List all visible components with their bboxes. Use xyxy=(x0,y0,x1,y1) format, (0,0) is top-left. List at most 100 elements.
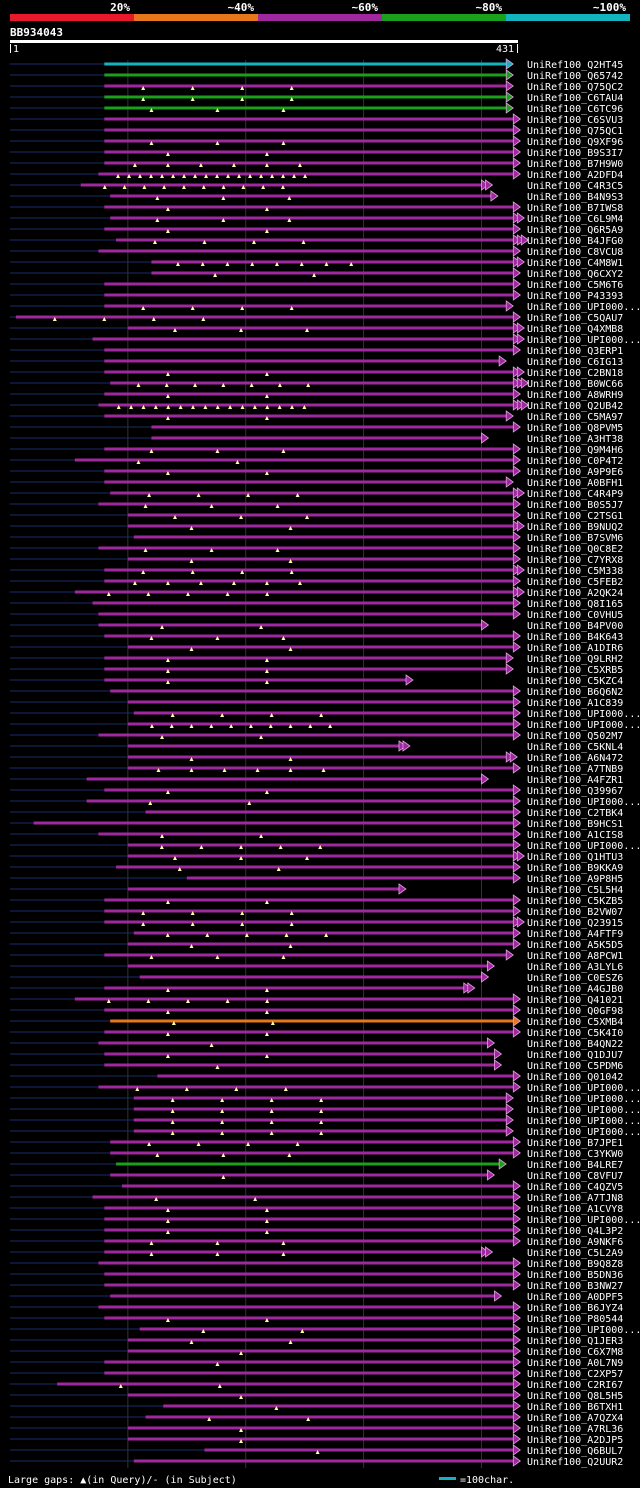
hit-label[interactable]: UniRef100_C4M8W1 xyxy=(527,258,623,269)
hit-label[interactable]: UniRef100_Q6BUL7 xyxy=(527,1446,623,1457)
hit-row[interactable]: UniRef100_A2QK24 xyxy=(10,586,623,599)
hit-row[interactable]: UniRef100_C0ESZ6 xyxy=(10,971,623,984)
hit-row[interactable]: UniRef100_C6TAU4 xyxy=(10,91,623,104)
hit-row[interactable]: UniRef100_B7JPE1 xyxy=(10,1136,623,1149)
hit-row[interactable]: UniRef100_C3YKW0 xyxy=(10,1147,623,1160)
hit-row[interactable]: UniRef100_Q41021 xyxy=(10,993,623,1006)
hit-label[interactable]: UniRef100_UPI000... xyxy=(527,1325,640,1336)
hit-row[interactable]: UniRef100_A0L7N9 xyxy=(10,1356,623,1369)
hit-label[interactable]: UniRef100_B7SVM6 xyxy=(527,533,623,544)
hit-label[interactable]: UniRef100_B9S3I7 xyxy=(527,148,623,159)
hit-label[interactable]: UniRef100_A4FZR1 xyxy=(527,775,623,786)
hit-row[interactable]: UniRef100_C5FEB2 xyxy=(10,575,623,588)
hit-row[interactable]: UniRef100_Q75QC1 xyxy=(10,124,623,137)
hit-row[interactable]: UniRef100_Q6BUL7 xyxy=(10,1444,623,1457)
hit-label[interactable]: UniRef100_Q2HT45 xyxy=(527,60,623,71)
hit-label[interactable]: UniRef100_A2DJP5 xyxy=(527,1435,623,1446)
hit-row[interactable]: UniRef100_Q9LRH2 xyxy=(10,652,623,665)
hit-row[interactable]: UniRef100_A1DIR6 xyxy=(10,641,623,654)
hit-label[interactable]: UniRef100_B4JFG0 xyxy=(527,236,623,247)
hit-label[interactable]: UniRef100_A4GJB0 xyxy=(527,984,623,995)
hit-row[interactable]: UniRef100_A1C839 xyxy=(10,696,623,709)
hit-row[interactable]: UniRef100_B0WC66 xyxy=(10,377,623,390)
hit-row[interactable]: UniRef100_Q1DJU7 xyxy=(10,1048,623,1061)
hit-label[interactable]: UniRef100_A0L7N9 xyxy=(527,1358,623,1369)
hit-row[interactable]: UniRef100_C5XRB5 xyxy=(10,663,623,676)
hit-row[interactable]: UniRef100_Q8I165 xyxy=(10,597,623,610)
hit-label[interactable]: UniRef100_B9NUQ2 xyxy=(527,522,623,533)
hit-label[interactable]: UniRef100_C5FEB2 xyxy=(527,577,623,588)
hit-row[interactable]: UniRef100_A9P8H5 xyxy=(10,872,623,885)
hit-row[interactable]: UniRef100_A3LYL6 xyxy=(10,960,623,973)
hit-label[interactable]: UniRef100_A7TNB9 xyxy=(527,764,623,775)
hit-row[interactable]: UniRef100_C5MA97 xyxy=(10,410,623,423)
hit-row[interactable]: UniRef100_Q65742 xyxy=(10,69,623,82)
hit-label[interactable]: UniRef100_A8WRH9 xyxy=(527,390,623,401)
hit-row[interactable]: UniRef100_Q2UUR2 xyxy=(10,1455,623,1468)
hit-row[interactable]: UniRef100_A9NKF6 xyxy=(10,1235,623,1248)
hit-row[interactable]: UniRef100_C2RI67 xyxy=(10,1378,623,1391)
hit-row[interactable]: UniRef100_B4QN22 xyxy=(10,1037,623,1050)
hit-label[interactable]: UniRef100_C4QZV5 xyxy=(527,1182,623,1193)
hit-row[interactable]: UniRef100_B9Q8Z8 xyxy=(10,1257,623,1270)
hit-label[interactable]: UniRef100_B0S5J7 xyxy=(527,500,623,511)
hit-row[interactable]: UniRef100_B3NW27 xyxy=(10,1279,623,1292)
hit-row[interactable]: UniRef100_A7TNB9 xyxy=(10,762,623,775)
hit-label[interactable]: UniRef100_B7IWS8 xyxy=(527,203,623,214)
hit-row[interactable]: UniRef100_C5L5H4 xyxy=(10,883,623,896)
hit-label[interactable]: UniRef100_B4QN22 xyxy=(527,1039,623,1050)
hit-label[interactable]: UniRef100_UPI000... xyxy=(527,709,640,720)
hit-label[interactable]: UniRef100_B9KKA9 xyxy=(527,863,623,874)
hit-label[interactable]: UniRef100_A9P8H5 xyxy=(527,874,623,885)
hit-label[interactable]: UniRef100_B0WC66 xyxy=(527,379,623,390)
hit-label[interactable]: UniRef100_UPI000... xyxy=(527,335,640,346)
hit-label[interactable]: UniRef100_B6JYZ4 xyxy=(527,1303,623,1314)
hit-label[interactable]: UniRef100_A0BFH1 xyxy=(527,478,623,489)
hit-label[interactable]: UniRef100_Q1JER3 xyxy=(527,1336,623,1347)
hit-label[interactable]: UniRef100_C5MA97 xyxy=(527,412,623,423)
hit-row[interactable]: UniRef100_C0P4T2 xyxy=(10,454,623,467)
hit-label[interactable]: UniRef100_C5M6T6 xyxy=(527,280,623,291)
hit-label[interactable]: UniRef100_Q502M7 xyxy=(527,731,623,742)
hit-row[interactable]: UniRef100_UPI000... xyxy=(10,795,640,808)
hit-row[interactable]: UniRef100_C6L9M4 xyxy=(10,212,623,225)
hit-row[interactable]: UniRef100_P80544 xyxy=(10,1312,623,1325)
hit-label[interactable]: UniRef100_B6Q6N2 xyxy=(527,687,623,698)
hit-row[interactable]: UniRef100_Q4L3P2 xyxy=(10,1224,623,1237)
hit-row[interactable]: UniRef100_B7SVM6 xyxy=(10,531,623,544)
hit-label[interactable]: UniRef100_C5KNL4 xyxy=(527,742,623,753)
hit-label[interactable]: UniRef100_C5XRB5 xyxy=(527,665,623,676)
hit-row[interactable]: UniRef100_UPI000... xyxy=(10,1081,640,1094)
hit-row[interactable]: UniRef100_C5KZB5 xyxy=(10,894,623,907)
hit-label[interactable]: UniRef100_UPI000... xyxy=(527,302,640,313)
hit-label[interactable]: UniRef100_Q1HTU3 xyxy=(527,852,623,863)
hit-row[interactable]: UniRef100_C4QZV5 xyxy=(10,1180,623,1193)
hit-label[interactable]: UniRef100_C4R4P9 xyxy=(527,489,623,500)
hit-label[interactable]: UniRef100_Q9M4H6 xyxy=(527,445,623,456)
hit-row[interactable]: UniRef100_A6N472 xyxy=(10,751,623,764)
hit-label[interactable]: UniRef100_B4K643 xyxy=(527,632,623,643)
hit-label[interactable]: UniRef100_C5L5H4 xyxy=(527,885,623,896)
hit-label[interactable]: UniRef100_A0DPF5 xyxy=(527,1292,623,1303)
hit-row[interactable]: UniRef100_Q3ERP1 xyxy=(10,344,623,357)
hit-label[interactable]: UniRef100_C4R3C5 xyxy=(527,181,623,192)
hit-label[interactable]: UniRef100_Q2UUR2 xyxy=(527,1457,623,1468)
hit-row[interactable]: UniRef100_Q8L5H5 xyxy=(10,1389,623,1402)
hit-label[interactable]: UniRef100_Q2UB42 xyxy=(527,401,623,412)
hit-label[interactable]: UniRef100_A1CIS8 xyxy=(527,830,623,841)
hit-row[interactable]: UniRef100_B2VW07 xyxy=(10,905,623,918)
hit-row[interactable]: UniRef100_B7H9W0 xyxy=(10,157,623,170)
hit-row[interactable]: UniRef100_C5QAU7 xyxy=(10,311,623,324)
hit-row[interactable]: UniRef100_UPI000... xyxy=(10,1323,640,1336)
hit-row[interactable]: UniRef100_B9S3I7 xyxy=(10,146,623,159)
hit-label[interactable]: UniRef100_C6L9M4 xyxy=(527,214,623,225)
hit-label[interactable]: UniRef100_Q9XF96 xyxy=(527,137,623,148)
hit-row[interactable]: UniRef100_A4FZR1 xyxy=(10,773,623,786)
hit-label[interactable]: UniRef100_A1CVY8 xyxy=(527,1204,623,1215)
hit-row[interactable]: UniRef100_UPI000... xyxy=(10,333,640,346)
hit-label[interactable]: UniRef100_A3HT38 xyxy=(527,434,623,445)
hit-label[interactable]: UniRef100_Q9LRH2 xyxy=(527,654,623,665)
hit-row[interactable]: UniRef100_P43393 xyxy=(10,289,623,302)
hit-row[interactable]: UniRef100_Q01042 xyxy=(10,1070,623,1083)
hit-label[interactable]: UniRef100_Q75QC2 xyxy=(527,82,623,93)
